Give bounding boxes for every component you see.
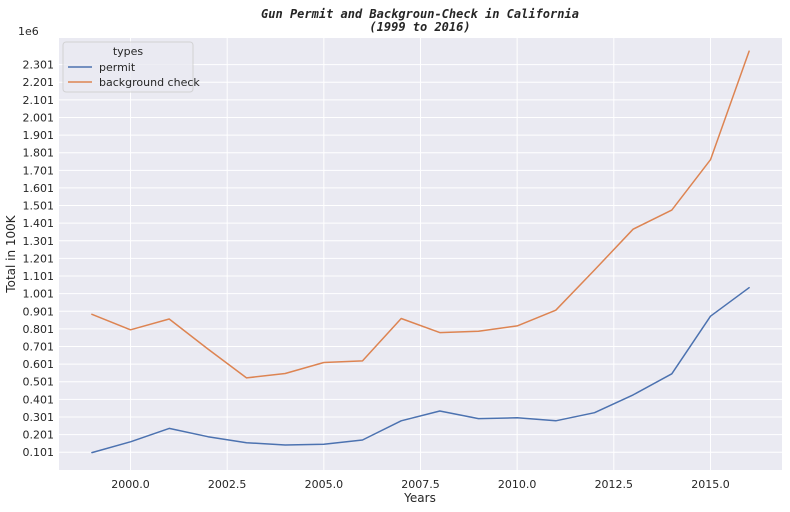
y-tick-label: 0.801 — [23, 323, 55, 336]
x-tick-label: 2010.0 — [498, 478, 537, 491]
x-gridlines — [130, 38, 711, 470]
chart-title: Gun Permit and Backgroun-Check in Califo… — [261, 7, 579, 21]
y-tick-label: 0.601 — [23, 358, 55, 371]
legend: types permit background check — [62, 41, 200, 93]
y-axis-label: Total in 100K — [4, 214, 18, 293]
y-tick-label: 1.901 — [23, 129, 55, 142]
series-layer — [91, 50, 750, 454]
x-tick-label: 2007.5 — [401, 478, 440, 491]
legend-label-background-check: background check — [99, 76, 200, 89]
y-tick-label: 2.201 — [23, 76, 55, 89]
y-tick-label: 2.001 — [23, 111, 55, 124]
y-tick-label: 1.701 — [23, 164, 55, 177]
series-line-background-check — [91, 50, 750, 379]
x-tick-label: 2005.0 — [305, 478, 344, 491]
y-tick-label: 1.001 — [23, 288, 55, 301]
series-line-permit — [91, 286, 750, 454]
legend-title: types — [113, 45, 144, 58]
y-tick-labels: 0.101 0.201 0.301 0.401 0.501 0.601 0.701 0.801… — [23, 59, 55, 460]
legend-box — [62, 41, 194, 93]
legend-label-permit: permit — [99, 61, 136, 74]
x-axis-label: Years — [403, 491, 436, 505]
y-tick-label: 1.101 — [23, 270, 55, 283]
x-tick-label: 2000.0 — [111, 478, 150, 491]
y-tick-label: 1.301 — [23, 235, 55, 248]
y-tick-label: 0.101 — [23, 446, 55, 459]
y-tick-label: 2.101 — [23, 94, 55, 107]
y-tick-label: 1.401 — [23, 217, 55, 230]
y-tick-label: 0.701 — [23, 340, 55, 353]
y-tick-label: 2.301 — [23, 59, 55, 72]
y-tick-label: 1.601 — [23, 182, 55, 195]
y-offset-label: 1e6 — [18, 25, 39, 38]
y-tick-label: 0.201 — [23, 429, 55, 442]
y-tick-label: 1.201 — [23, 252, 55, 265]
y-tick-label: 0.401 — [23, 393, 55, 406]
x-tick-labels: 2000.0 2002.5 2005.0 2007.5 2010.0 2012.5 2015… — [111, 478, 729, 491]
chart-subtitle: (1999 to 2016) — [369, 20, 470, 34]
y-tick-label: 0.901 — [23, 305, 55, 318]
y-tick-label: 0.301 — [23, 411, 55, 424]
y-tick-label: 1.801 — [23, 147, 55, 160]
y-tick-label: 0.501 — [23, 376, 55, 389]
y-tick-label: 1.501 — [23, 200, 55, 213]
x-tick-label: 2015.0 — [691, 478, 730, 491]
x-tick-label: 2012.5 — [595, 478, 634, 491]
x-tick-label: 2002.5 — [208, 478, 247, 491]
